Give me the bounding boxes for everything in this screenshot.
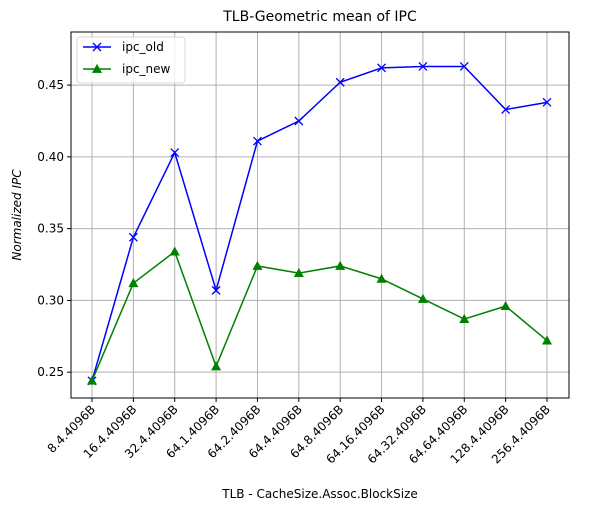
legend-marker bbox=[92, 42, 102, 52]
series-ipc_new bbox=[86, 246, 553, 385]
data-point-ipc_new bbox=[86, 375, 98, 385]
plot-frame bbox=[70, 31, 570, 399]
y-tick-label: 0.30 bbox=[37, 293, 64, 307]
series-line-ipc_old bbox=[91, 65, 548, 381]
y-axis: 0.25 0.30 0.35 0.40 0.45 bbox=[37, 78, 71, 379]
data-point-ipc_old bbox=[170, 148, 180, 158]
data-point-ipc_old bbox=[335, 77, 345, 87]
y-tick-label: 0.45 bbox=[37, 78, 64, 92]
data-point-ipc_new bbox=[169, 246, 180, 256]
series-ipc_old bbox=[87, 61, 552, 386]
data-point-ipc_new bbox=[335, 260, 346, 270]
y-tick-label: 0.25 bbox=[37, 365, 64, 379]
legend: ipc_old ipc_new bbox=[76, 36, 186, 84]
data-point-ipc_new bbox=[128, 278, 139, 288]
y-axis-label: Normalized IPC bbox=[10, 169, 24, 261]
y-tick-label: 0.40 bbox=[37, 150, 64, 164]
legend-label: ipc_new bbox=[122, 62, 171, 76]
legend-entry-ipc_old: ipc_old bbox=[83, 40, 164, 54]
series-line-ipc_new bbox=[91, 250, 548, 382]
data-point-ipc_new bbox=[500, 301, 511, 311]
data-point-ipc_old bbox=[294, 116, 304, 126]
data-point-ipc_old bbox=[542, 97, 552, 107]
data-point-ipc_new bbox=[459, 313, 470, 323]
data-point-ipc_old bbox=[501, 105, 511, 114]
data-point-ipc_old bbox=[252, 136, 262, 146]
legend-marker bbox=[91, 63, 103, 73]
data-point-ipc_new bbox=[376, 273, 387, 283]
chart-title: TLB-Geometric mean of IPC bbox=[222, 9, 417, 25]
legend-entry-ipc_new: ipc_new bbox=[83, 62, 171, 76]
data-point-ipc_old bbox=[211, 285, 221, 295]
data-point-ipc_new bbox=[417, 293, 428, 303]
data-point-ipc_new bbox=[211, 361, 222, 371]
legend-frame bbox=[76, 36, 186, 84]
data-point-ipc_old bbox=[128, 232, 138, 242]
series-layer bbox=[86, 61, 553, 386]
data-point-ipc_new bbox=[293, 268, 304, 278]
data-point-ipc_new bbox=[252, 260, 263, 270]
grid bbox=[71, 32, 569, 398]
y-tick-label: 0.35 bbox=[37, 222, 64, 236]
legend-label: ipc_old bbox=[122, 40, 164, 54]
data-point-ipc_old bbox=[459, 61, 469, 71]
x-axis-label: TLB - CacheSize.Assoc.BlockSize bbox=[221, 487, 418, 501]
data-point-ipc_old bbox=[377, 63, 387, 73]
data-point-ipc_new bbox=[541, 335, 553, 345]
data-point-ipc_old bbox=[418, 61, 428, 71]
